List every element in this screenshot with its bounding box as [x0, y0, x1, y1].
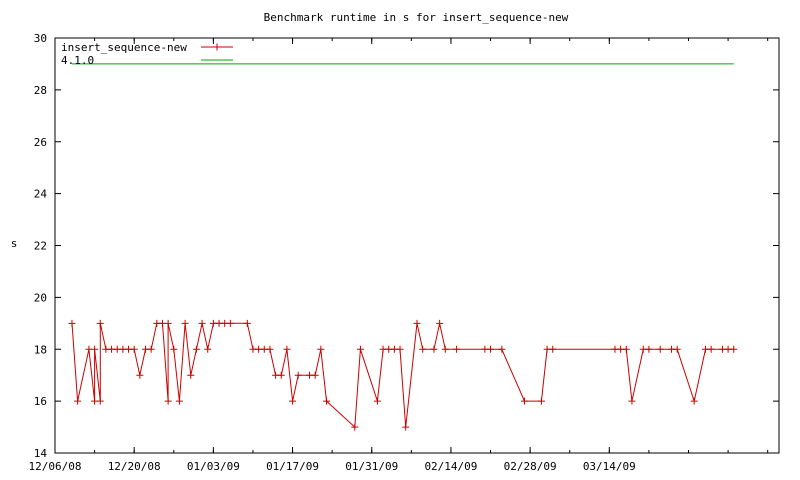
- data-point-marker: [294, 371, 302, 379]
- data-point-marker: [136, 371, 144, 379]
- data-point-marker: [204, 345, 212, 353]
- data-point-marker: [413, 319, 421, 327]
- data-point-marker: [283, 345, 291, 353]
- data-point-marker: [628, 397, 636, 405]
- x-tick-label: 03/14/09: [583, 460, 636, 473]
- data-point-marker: [96, 319, 104, 327]
- data-point-marker: [453, 345, 461, 353]
- y-tick-label: 18: [34, 343, 47, 356]
- data-point-marker: [351, 423, 359, 431]
- data-point-marker: [170, 345, 178, 353]
- data-point-marker: [373, 397, 381, 405]
- y-tick-label: 26: [34, 136, 47, 149]
- x-tick-label: 01/31/09: [345, 460, 398, 473]
- data-point-marker: [311, 371, 319, 379]
- data-point-marker: [181, 319, 189, 327]
- data-point-marker: [130, 345, 138, 353]
- y-tick-label: 24: [34, 188, 48, 201]
- x-tick-label: 02/28/09: [504, 460, 557, 473]
- data-point-marker: [192, 345, 200, 353]
- data-point-marker: [164, 397, 172, 405]
- y-tick-label: 30: [34, 32, 47, 45]
- data-point-marker: [645, 345, 653, 353]
- data-point-marker: [68, 319, 76, 327]
- data-point-marker: [226, 319, 234, 327]
- data-point-marker: [96, 397, 104, 405]
- y-axis-label: s: [11, 237, 18, 250]
- data-point-marker: [198, 319, 206, 327]
- data-point-marker: [730, 345, 738, 353]
- data-point-marker: [266, 345, 274, 353]
- x-tick-label: 12/06/08: [29, 460, 82, 473]
- y-tick-label: 16: [34, 395, 47, 408]
- data-point-marker: [430, 345, 438, 353]
- data-point-marker: [243, 319, 251, 327]
- x-tick-label: 12/20/08: [108, 460, 161, 473]
- data-point-marker: [356, 345, 364, 353]
- series-layer: [68, 63, 738, 431]
- chart-title: Benchmark runtime in s for insert_sequen…: [264, 11, 569, 24]
- data-point-marker: [707, 345, 715, 353]
- data-point-marker: [91, 345, 99, 353]
- data-point-marker: [436, 319, 444, 327]
- data-point-marker: [441, 345, 449, 353]
- data-point-marker: [147, 345, 155, 353]
- data-point-marker: [498, 345, 506, 353]
- legend-label: insert_sequence-new: [61, 41, 187, 54]
- y-tick-label: 28: [34, 84, 47, 97]
- y-tick-label: 20: [34, 291, 47, 304]
- series-line-0: [71, 322, 734, 429]
- x-tick-label: 01/17/09: [266, 460, 319, 473]
- x-tick-label: 01/03/09: [187, 460, 240, 473]
- plot-frame: [54, 37, 780, 454]
- data-point-marker: [277, 371, 285, 379]
- data-point-marker: [673, 345, 681, 353]
- legend-label: 4.1.0: [61, 54, 94, 67]
- data-point-marker: [537, 397, 545, 405]
- data-point-marker: [402, 423, 410, 431]
- y-tick-label: 22: [34, 240, 47, 253]
- legend-marker: [213, 43, 221, 51]
- x-axis-ticks: 12/06/08 12/20/08 01/03/09 01/17/09 01/31/09…: [29, 38, 769, 473]
- data-point-marker: [175, 397, 183, 405]
- y-axis-ticks: 14 16 18 20 22 24 26 28 30: [34, 32, 779, 460]
- data-point-marker: [656, 345, 664, 353]
- data-point-marker: [396, 345, 404, 353]
- x-tick-label: 02/14/09: [424, 460, 477, 473]
- data-point-marker: [690, 397, 698, 405]
- data-point-marker: [520, 397, 528, 405]
- data-point-marker: [164, 319, 172, 327]
- data-point-marker: [549, 345, 557, 353]
- data-point-marker: [323, 397, 330, 405]
- data-point-marker: [74, 397, 82, 405]
- data-point-marker: [622, 345, 630, 353]
- data-point-marker: [317, 345, 325, 353]
- data-point-marker: [289, 397, 297, 405]
- y-tick-label: 14: [34, 447, 48, 460]
- data-point-marker: [187, 371, 195, 379]
- data-point-marker: [419, 345, 427, 353]
- data-point-marker: [487, 345, 495, 353]
